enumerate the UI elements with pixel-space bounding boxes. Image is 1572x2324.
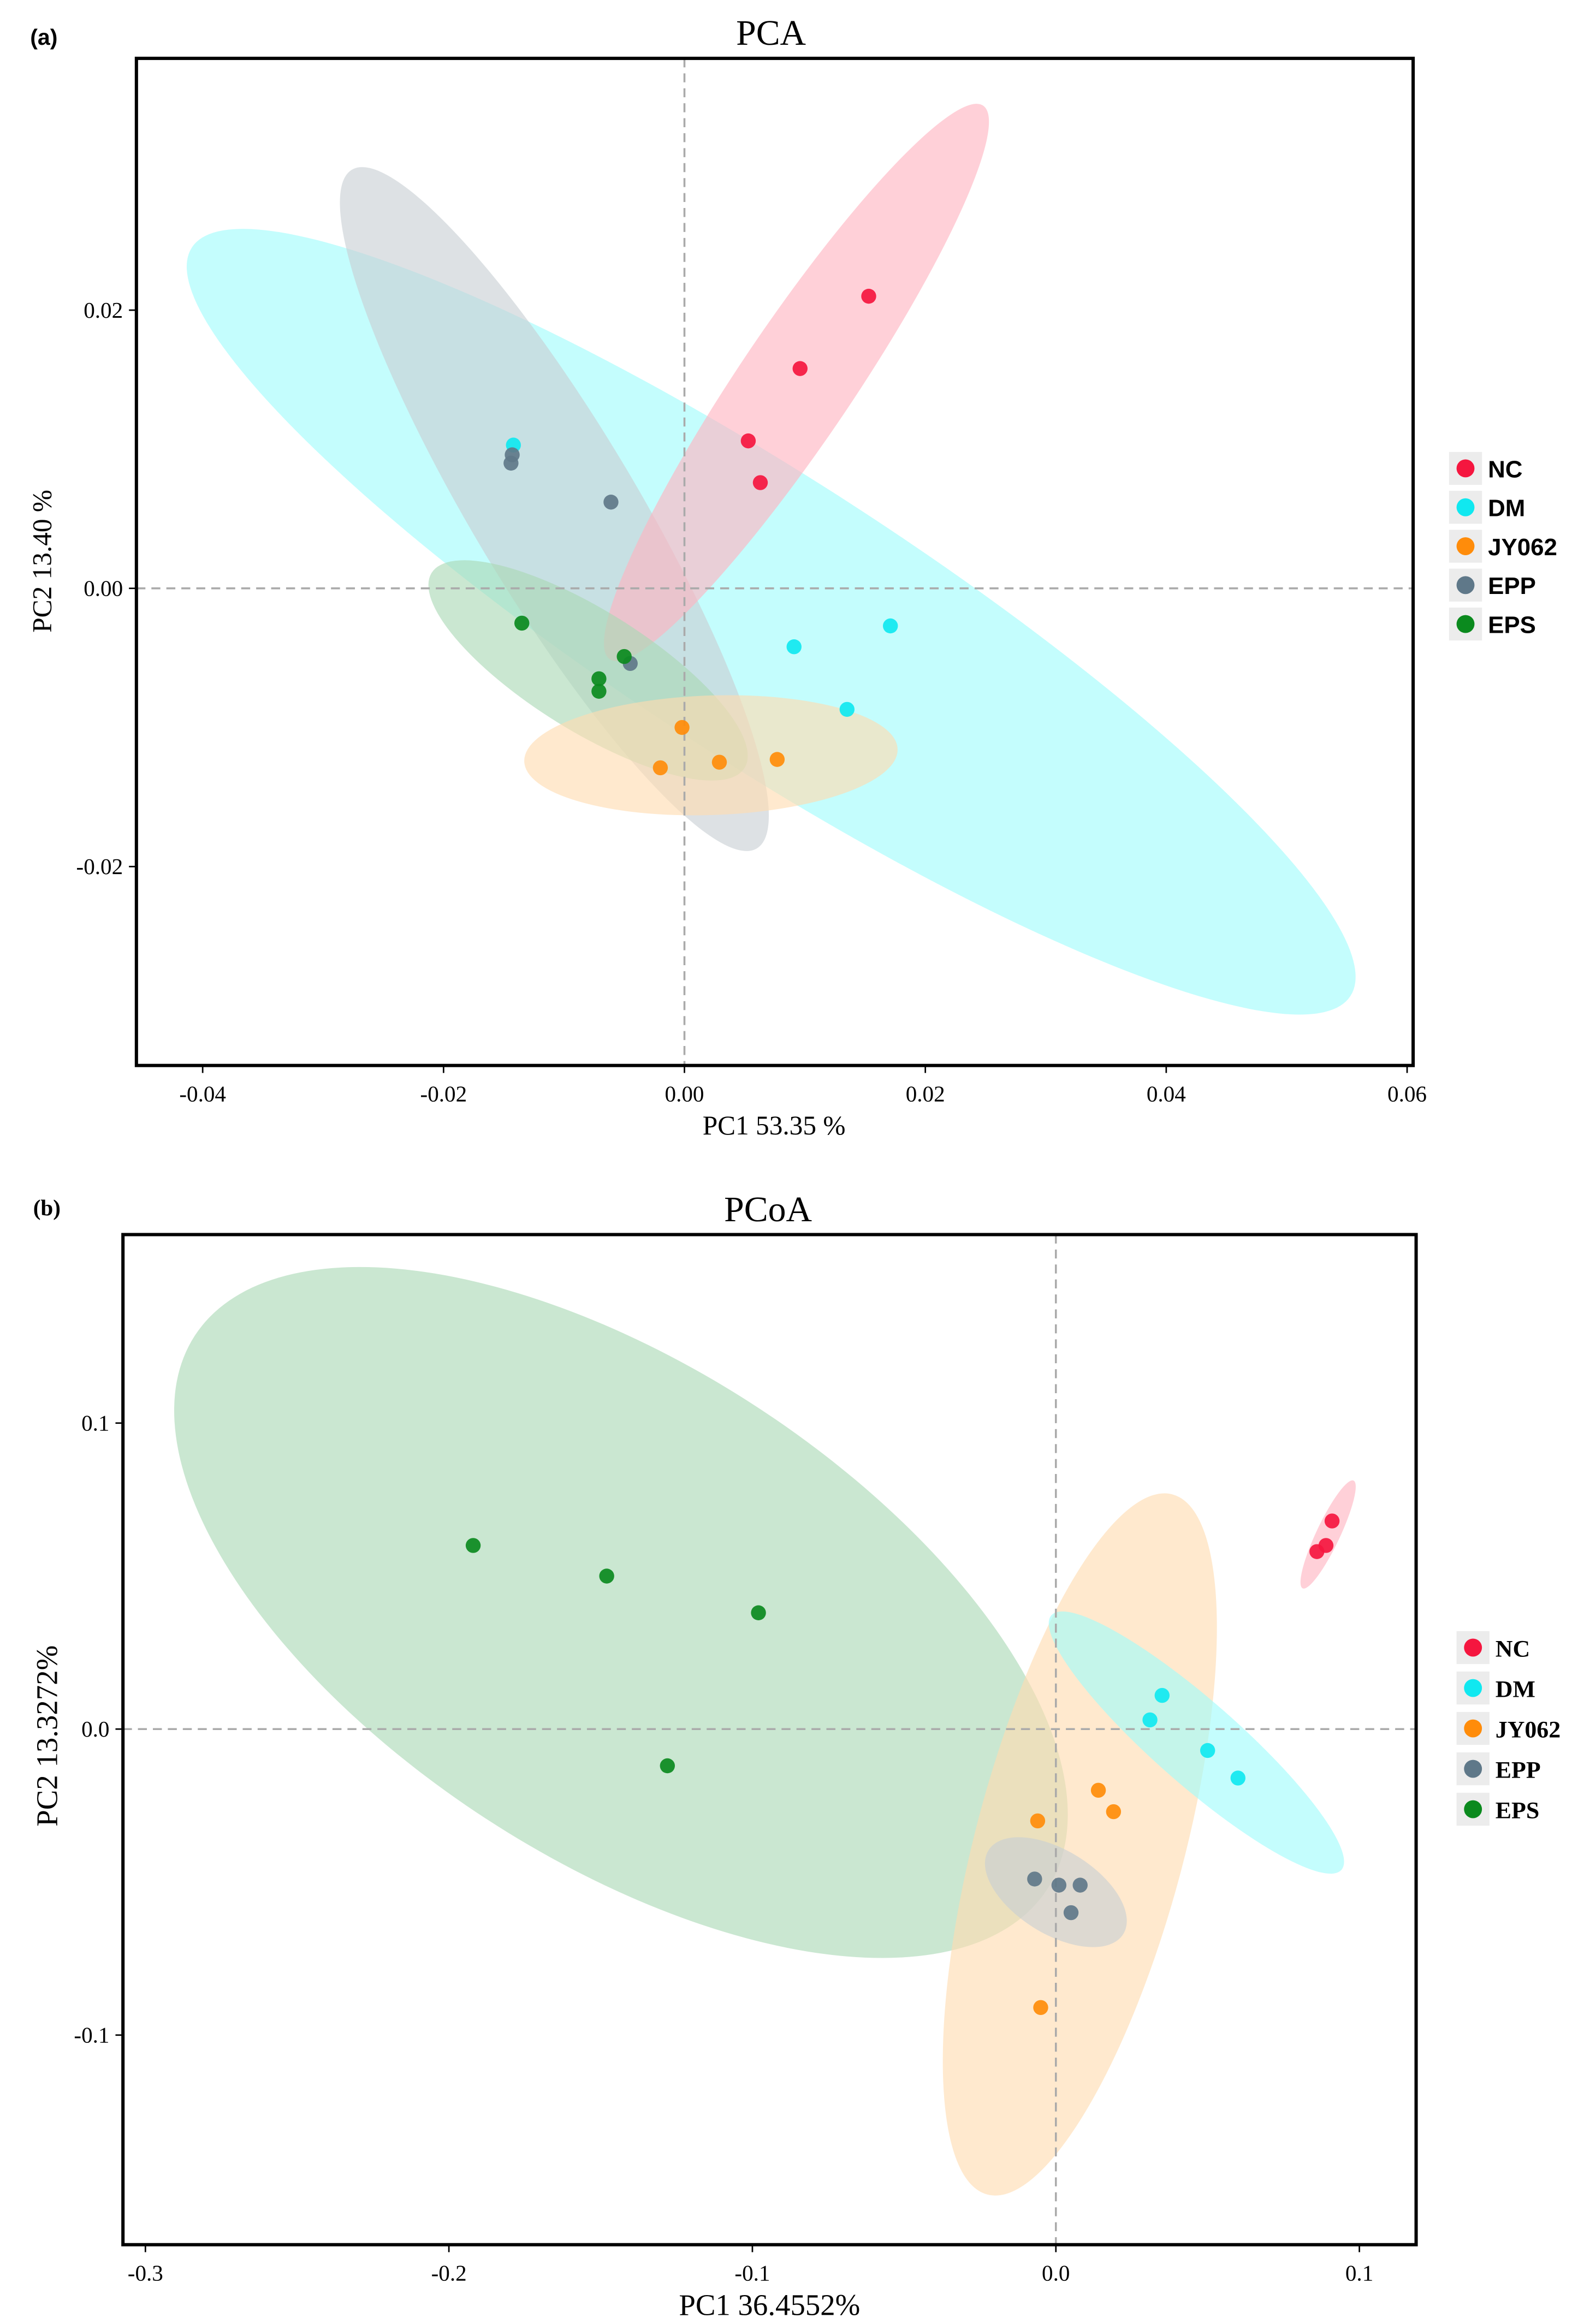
plot-area — [123, 1234, 1416, 2245]
point-jy062 — [769, 752, 785, 767]
x-tick-label: 0.04 — [1147, 1081, 1186, 1106]
x-tick-label: 0.06 — [1387, 1081, 1427, 1106]
point-eps — [514, 615, 530, 631]
point-dm — [1142, 1712, 1158, 1728]
point-jy062 — [1106, 1804, 1122, 1820]
y-tick-label: 0.00 — [84, 575, 123, 601]
point-nc — [792, 361, 808, 376]
y-tick-label: -0.02 — [76, 854, 123, 879]
x-axis-label: PC1 36.4552% — [679, 2289, 860, 2322]
point-dm — [839, 702, 855, 717]
ellipse-nc — [1300, 1480, 1356, 1589]
x-axis-label: PC1 53.35 % — [703, 1110, 846, 1140]
ellipse-dm — [1048, 1611, 1344, 1874]
legend-label: EPP — [1496, 1757, 1541, 1783]
ellipse-epp — [984, 1837, 1127, 1947]
point-epp — [1072, 1877, 1088, 1893]
point-dm — [1200, 1743, 1215, 1758]
x-tick-label: 0.0 — [1042, 2261, 1070, 2286]
ellipse-eps — [174, 1267, 1068, 1958]
point-jy062 — [711, 754, 727, 770]
point-eps — [591, 683, 607, 699]
point-dm — [1154, 1687, 1170, 1703]
legend-label: DM — [1488, 495, 1525, 522]
legend-label: NC — [1496, 1636, 1530, 1662]
y-tick-label: 0.02 — [84, 298, 123, 323]
y-tick-label: 0.1 — [81, 1410, 109, 1435]
legend-label: JY062 — [1496, 1716, 1561, 1743]
pcoa-panel: (b) PCoA PC1 36.4552% PC2 13.3272% -0.3 -… — [31, 1190, 1561, 2322]
panel-label: (b) — [33, 1195, 61, 1221]
point-eps — [465, 1538, 481, 1553]
legend: NC DM JY062 EPP EPS — [1449, 451, 1557, 641]
x-tick-label: -0.1 — [734, 2261, 770, 2286]
point-epp — [603, 495, 619, 510]
pca-panel: (a) PCA PC1 53.35 % PC2 13.40 % -0.04 -0.… — [27, 13, 1557, 1140]
y-tick-label: 0.0 — [81, 1716, 109, 1741]
legend-marker-epp — [1464, 1760, 1482, 1778]
legend-label: NC — [1488, 456, 1522, 483]
legend-marker-eps — [1464, 1800, 1482, 1818]
point-jy062 — [674, 720, 690, 735]
legend-label: DM — [1496, 1676, 1535, 1702]
legend-marker-jy062 — [1464, 1719, 1482, 1738]
x-tick-label: -0.2 — [431, 2261, 467, 2286]
point-nc — [1309, 1544, 1325, 1559]
plot-frame — [134, 56, 1415, 1067]
point-jy062 — [652, 760, 668, 776]
x-tick-label: -0.02 — [420, 1081, 467, 1106]
panel-label: (a) — [30, 25, 57, 50]
point-eps — [751, 1605, 766, 1620]
point-jy062 — [1033, 2000, 1048, 2016]
x-tick-label: 0.02 — [906, 1081, 945, 1106]
legend-label: EPS — [1496, 1797, 1539, 1823]
y-tick-label: -0.1 — [74, 2022, 109, 2047]
point-epp — [1051, 1877, 1067, 1893]
legend-marker-nc — [1464, 1638, 1482, 1657]
point-eps — [591, 671, 607, 687]
point-nc — [740, 433, 756, 449]
legend-label: EPS — [1488, 612, 1536, 639]
y-axis-label: PC2 13.40 % — [27, 490, 57, 633]
legend-marker-epp — [1456, 576, 1475, 595]
point-dm — [882, 618, 898, 634]
point-nc — [861, 288, 876, 304]
plot-area — [136, 58, 1414, 1066]
ellipse-dm — [186, 229, 1356, 1015]
legend-marker-dm — [1464, 1679, 1482, 1697]
legend-marker-dm — [1456, 498, 1475, 516]
x-tick-label: -0.04 — [179, 1081, 226, 1106]
x-tick-label: -0.3 — [128, 2261, 163, 2286]
x-tick-label: 0.1 — [1345, 2261, 1373, 2286]
ellipse-jy062 — [524, 695, 898, 816]
x-tick-label: 0.00 — [665, 1081, 704, 1106]
legend-label: EPP — [1488, 573, 1536, 599]
point-jy062 — [1030, 1813, 1046, 1829]
legend-marker-nc — [1456, 459, 1475, 478]
point-eps — [616, 649, 632, 664]
point-jy062 — [1090, 1782, 1106, 1798]
point-epp — [503, 455, 519, 471]
legend-label: JY062 — [1488, 534, 1557, 561]
y-axis-label: PC2 13.3272% — [31, 1645, 64, 1827]
legend-marker-jy062 — [1456, 537, 1475, 555]
point-nc — [1324, 1513, 1340, 1529]
ellipse-nc — [604, 104, 989, 662]
chart-title: PCoA — [724, 1190, 812, 1229]
point-epp — [1027, 1871, 1042, 1887]
legend: NC DM JY062 EPP EPS — [1456, 1631, 1561, 1826]
legend-marker-eps — [1456, 615, 1475, 633]
point-nc — [752, 475, 768, 490]
point-dm — [1230, 1770, 1245, 1786]
point-eps — [660, 1758, 675, 1774]
point-dm — [786, 639, 802, 655]
point-eps — [599, 1568, 614, 1584]
plot-frame — [121, 1233, 1418, 2246]
chart-title: PCA — [736, 13, 806, 53]
point-epp — [1063, 1905, 1079, 1921]
